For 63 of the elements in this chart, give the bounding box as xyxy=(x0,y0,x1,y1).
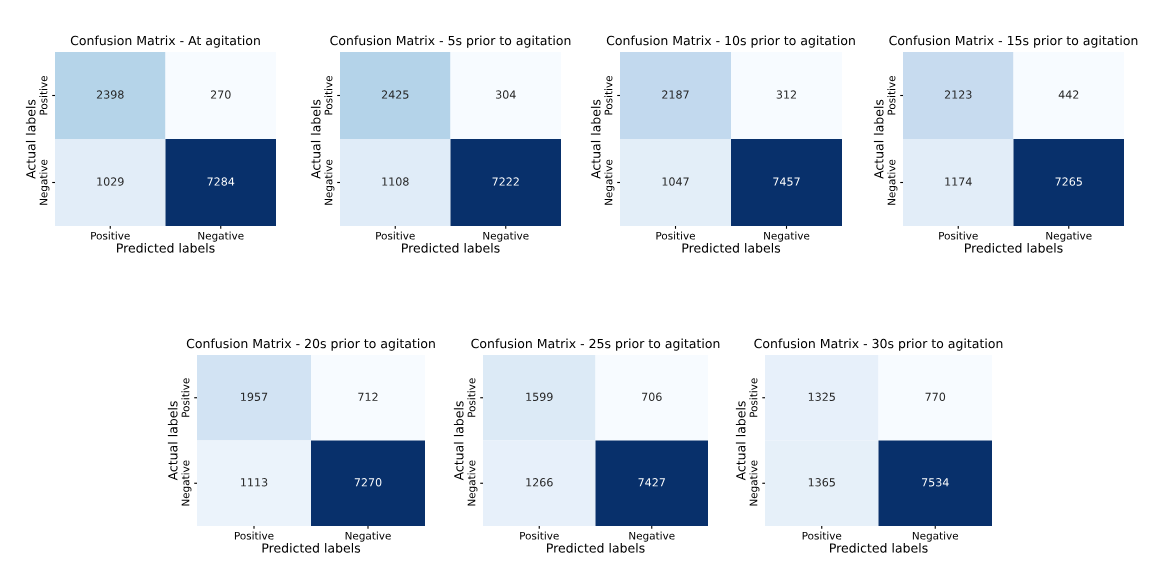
chart-title: Confusion Matrix - 5s prior to agitation xyxy=(330,35,571,48)
chart-title: Confusion Matrix - 30s prior to agitation xyxy=(754,338,1003,351)
x-tick-label: Negative xyxy=(1046,231,1092,242)
y-axis-title: Actual labels xyxy=(167,401,178,481)
data-label: 7270 xyxy=(354,478,382,487)
x-tick-label: Positive xyxy=(234,531,274,540)
x-tick-label: Negative xyxy=(629,531,675,542)
x-tick-label: Negative xyxy=(345,531,391,542)
data-label: 1108 xyxy=(382,177,409,186)
y-axis-title: Actual labels xyxy=(453,401,464,481)
x-tick-label: Positive xyxy=(939,231,978,240)
data-label: 2123 xyxy=(944,90,972,99)
data-label: 1365 xyxy=(808,478,835,487)
y-axis-title: Actual labels xyxy=(25,99,36,179)
data-label: 1266 xyxy=(526,478,553,487)
chart-title: Confusion Matrix - 10s prior to agitation xyxy=(606,35,855,48)
x-tick-label: Negative xyxy=(483,231,529,242)
x-axis-title: Predicted labels xyxy=(547,543,645,553)
data-label: 1047 xyxy=(662,177,689,186)
x-tick-label: Negative xyxy=(912,531,959,542)
data-label: 1599 xyxy=(526,392,553,401)
data-label: 442 xyxy=(1058,90,1079,99)
x-tick-label: Positive xyxy=(376,231,415,240)
x-tick-label: Positive xyxy=(520,531,559,540)
x-tick-label: Positive xyxy=(656,231,696,240)
data-label: 312 xyxy=(776,90,796,99)
data-label: 1325 xyxy=(808,392,835,401)
data-label: 1029 xyxy=(97,177,124,186)
x-tick-label: Positive xyxy=(91,231,130,240)
y-axis-title: Actual labels xyxy=(590,99,601,179)
data-label: 7457 xyxy=(773,177,800,186)
data-label: 2425 xyxy=(381,90,409,99)
chart-title: Confusion Matrix - 25s prior to agitation xyxy=(471,338,720,351)
data-label: 2398 xyxy=(96,90,124,99)
data-label: 770 xyxy=(925,392,946,401)
data-label: 7427 xyxy=(638,478,665,487)
data-label: 1113 xyxy=(241,478,268,487)
x-tick-label: Negative xyxy=(198,231,244,242)
data-label: 712 xyxy=(358,392,378,401)
data-label: 7284 xyxy=(207,177,235,186)
x-axis-title: Predicted labels xyxy=(682,243,781,253)
data-label: 7534 xyxy=(922,478,949,487)
y-axis-title: Actual labels xyxy=(310,99,321,179)
chart-title: Confusion Matrix - At agitation xyxy=(70,35,260,48)
data-label: 7265 xyxy=(1055,177,1082,186)
data-label: 270 xyxy=(210,90,231,99)
x-axis-title: Predicted labels xyxy=(830,543,928,553)
x-tick-label: Positive xyxy=(802,531,842,540)
data-label: 304 xyxy=(495,90,516,99)
data-label: 2187 xyxy=(662,90,689,99)
data-label: 1957 xyxy=(241,392,268,401)
x-tick-label: Negative xyxy=(764,231,810,242)
y-axis-title: Actual labels xyxy=(873,99,884,179)
x-axis-title: Predicted labels xyxy=(262,543,361,553)
x-axis-title: Predicted labels xyxy=(965,243,1063,253)
data-label: 1174 xyxy=(945,177,972,186)
x-axis-title: Predicted labels xyxy=(117,243,215,253)
x-axis-title: Predicted labels xyxy=(402,243,500,253)
data-label: 706 xyxy=(642,392,662,401)
y-axis-title: Actual labels xyxy=(735,401,746,481)
chart-title: Confusion Matrix - 20s prior to agitation xyxy=(186,338,435,351)
data-label: 7222 xyxy=(492,177,519,186)
chart-title: Confusion Matrix - 15s prior to agitation xyxy=(889,35,1138,48)
